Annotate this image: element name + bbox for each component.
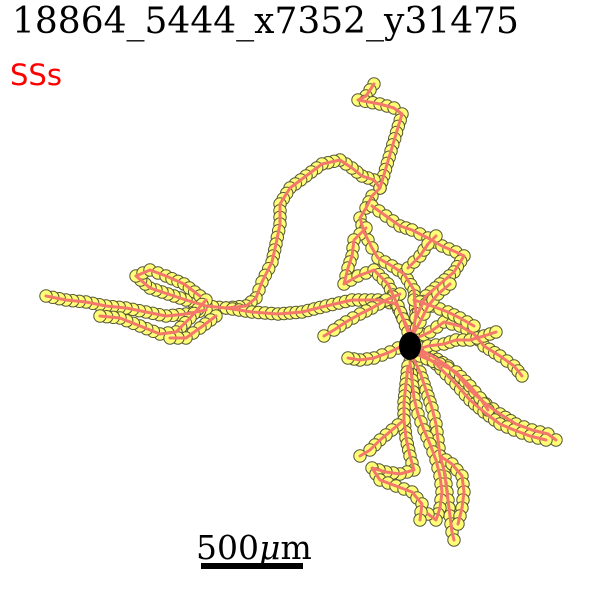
branch-line: [342, 226, 410, 334]
branch-line: [224, 298, 412, 334]
branch-line: [410, 344, 558, 442]
branch-line: [370, 364, 424, 522]
branch-line: [418, 354, 490, 412]
soma: [399, 332, 421, 360]
branch-line: [438, 454, 466, 526]
figure-title: 18864_5444_x7352_y31475: [12, 1, 519, 42]
branch-layer: [44, 82, 558, 542]
branch-line: [406, 234, 438, 270]
branch-line: [358, 418, 406, 458]
scale-value: 500: [196, 528, 259, 567]
branch-line: [134, 268, 208, 308]
branch-line: [356, 82, 404, 190]
branch-line: [410, 320, 524, 378]
scale-bar: [201, 563, 303, 569]
branch-line: [44, 294, 208, 318]
branch-line: [370, 204, 466, 320]
branch-line: [204, 158, 382, 310]
branch-line: [408, 360, 444, 522]
scale-unit-mu: μ: [259, 528, 281, 567]
branch-line: [168, 314, 218, 340]
cell-type-label: SSs: [10, 58, 62, 92]
branch-line: [408, 282, 452, 342]
branch-line: [98, 298, 208, 336]
branch-line: [358, 186, 418, 342]
scale-bar-label: 500μm: [196, 528, 312, 567]
branch-line: [322, 292, 402, 338]
scale-unit-m: m: [280, 528, 312, 567]
branch-line: [412, 346, 548, 442]
branch-line: [346, 342, 408, 362]
branch-line: [414, 330, 498, 352]
branch-line: [412, 298, 476, 328]
